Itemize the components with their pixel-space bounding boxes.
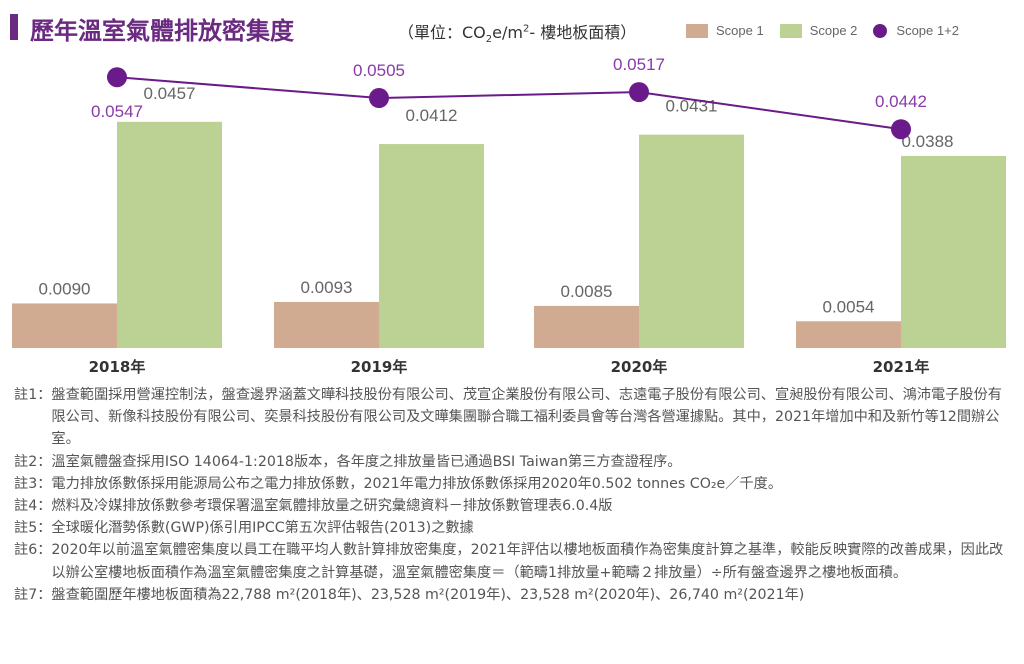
scope1-value-label: 0.0054 <box>823 297 875 316</box>
footnote-text: 盤查範圍歷年樓地板面積為22,788 m²(2018年)、23,528 m²(2… <box>51 586 805 603</box>
scope12-point <box>891 119 911 140</box>
scope12-point <box>107 67 127 88</box>
legend-item-scope12: Scope 1+2 <box>873 23 959 38</box>
footnote-text: 電力排放係數係採用能源局公布之電力排放係數，2021年電力排放係數係採用2020… <box>51 475 783 492</box>
footnote-item: 註1： 盤查範圍採用營運控制法，盤查邊界涵蓋文曄科技股份有限公司、茂宣企業股份有限… <box>14 384 1014 451</box>
footnote-label: 註4： <box>14 498 52 515</box>
chart-legend: Scope 1 Scope 2 Scope 1+2 <box>686 23 975 38</box>
legend-item-scope2: Scope 2 <box>779 23 858 38</box>
scope1-bar <box>534 305 639 348</box>
footnote-text: 盤查範圍採用營運控制法，盤查邊界涵蓋文曄科技股份有限公司、茂宣企業股份有限公司、… <box>51 387 1002 448</box>
legend-label-scope12: Scope 1+2 <box>896 23 959 38</box>
footnote-label: 註6： <box>14 542 52 559</box>
legend-swatch-scope12 <box>873 23 888 38</box>
scope12-value-label: 0.0517 <box>613 56 665 74</box>
scope12-point <box>629 82 649 103</box>
scope2-value-label: 0.0457 <box>144 84 196 103</box>
footnote-item: 註3： 電力排放係數係採用能源局公布之電力排放係數，2021年電力排放係數係採用2… <box>14 473 1014 495</box>
footnote-item: 註4： 燃料及冷媒排放係數參考環保署溫室氣體排放量之研究彙總資料－排放係數管理表6… <box>14 495 1014 517</box>
scope2-bar <box>117 121 222 348</box>
footnote-text: 全球暖化潛勢係數(GWP)係引用IPCC第五次評估報告(2013)之數據 <box>51 520 474 537</box>
legend-item-scope1: Scope 1 <box>686 23 764 38</box>
unit-label: （單位：CO2e/m2- 樓地板面積） <box>398 23 637 46</box>
footnote-item: 註7： 盤查範圍歷年樓地板面積為22,788 m²(2018年)、23,528 m… <box>14 584 1014 606</box>
footnote-label: 註5： <box>14 520 52 537</box>
chart-title: 歷年溫室氣體排放密集度 <box>30 17 294 45</box>
footnote-label: 註3： <box>14 475 52 492</box>
scope2-bar <box>639 134 744 348</box>
footnote-label: 註7： <box>14 586 52 603</box>
x-axis-tick-label: 2020年 <box>611 358 668 376</box>
scope1-value-label: 0.0085 <box>561 282 613 301</box>
footnote-text: 2020年以前溫室氣體密集度以員工在職平均人數計算排放密集度，2021年評估以樓… <box>51 542 1004 581</box>
scope12-line <box>116 76 902 131</box>
scope1-bar <box>274 301 379 348</box>
footnote-item: 註6： 2020年以前溫室氣體密集度以員工在職平均人數計算排放密集度，2021年評… <box>14 539 1014 583</box>
scope12-value-label: 0.0505 <box>353 61 405 80</box>
legend-label-scope2: Scope 2 <box>809 23 858 38</box>
footnote-item: 註5： 全球暖化潛勢係數(GWP)係引用IPCC第五次評估報告(2013)之數據 <box>14 517 1014 539</box>
footnote-text: 燃料及冷媒排放係數參考環保署溫室氣體排放量之研究彙總資料－排放係數管理表6.0.… <box>51 498 613 515</box>
footnote-label: 註2： <box>14 453 52 470</box>
scope12-value-label: 0.0547 <box>91 102 143 121</box>
scope2-value-label: 0.0388 <box>902 132 954 151</box>
x-axis-tick-label: 2019年 <box>351 358 408 376</box>
title-accent-bar <box>10 14 18 40</box>
legend-label-scope1: Scope 1 <box>716 23 764 38</box>
scope1-bar <box>12 303 117 348</box>
x-axis-tick-label: 2021年 <box>873 358 930 376</box>
legend-swatch-scope2 <box>779 23 802 38</box>
scope2-bar <box>901 155 1006 348</box>
scope1-bar <box>796 321 901 348</box>
bar-line-chart: 0.0090 0.0457 2018年 0.0093 0.0412 2019年 0.0085… <box>12 56 1006 376</box>
scope12-value-label: 0.0442 <box>875 92 927 111</box>
footnote-label: 註1： <box>14 387 52 403</box>
scope1-value-label: 0.0093 <box>301 278 353 297</box>
footnote-text: 溫室氣體盤查採用ISO 14064-1:2018版本，各年度之排放量皆已通過BS… <box>51 453 682 470</box>
scope1-value-label: 0.0090 <box>39 279 91 298</box>
x-axis-tick-label: 2018年 <box>89 358 146 376</box>
footnote-item: 註2： 溫室氣體盤查採用ISO 14064-1:2018版本，各年度之排放量皆已通… <box>14 451 1014 473</box>
scope12-point <box>369 88 389 109</box>
scope2-bar <box>379 144 484 348</box>
scope2-value-label: 0.0412 <box>406 106 458 125</box>
legend-swatch-scope1 <box>686 23 708 38</box>
footnotes: 註1： 盤查範圍採用營運控制法，盤查邊界涵蓋文曄科技股份有限公司、茂宣企業股份有限… <box>14 384 1014 606</box>
